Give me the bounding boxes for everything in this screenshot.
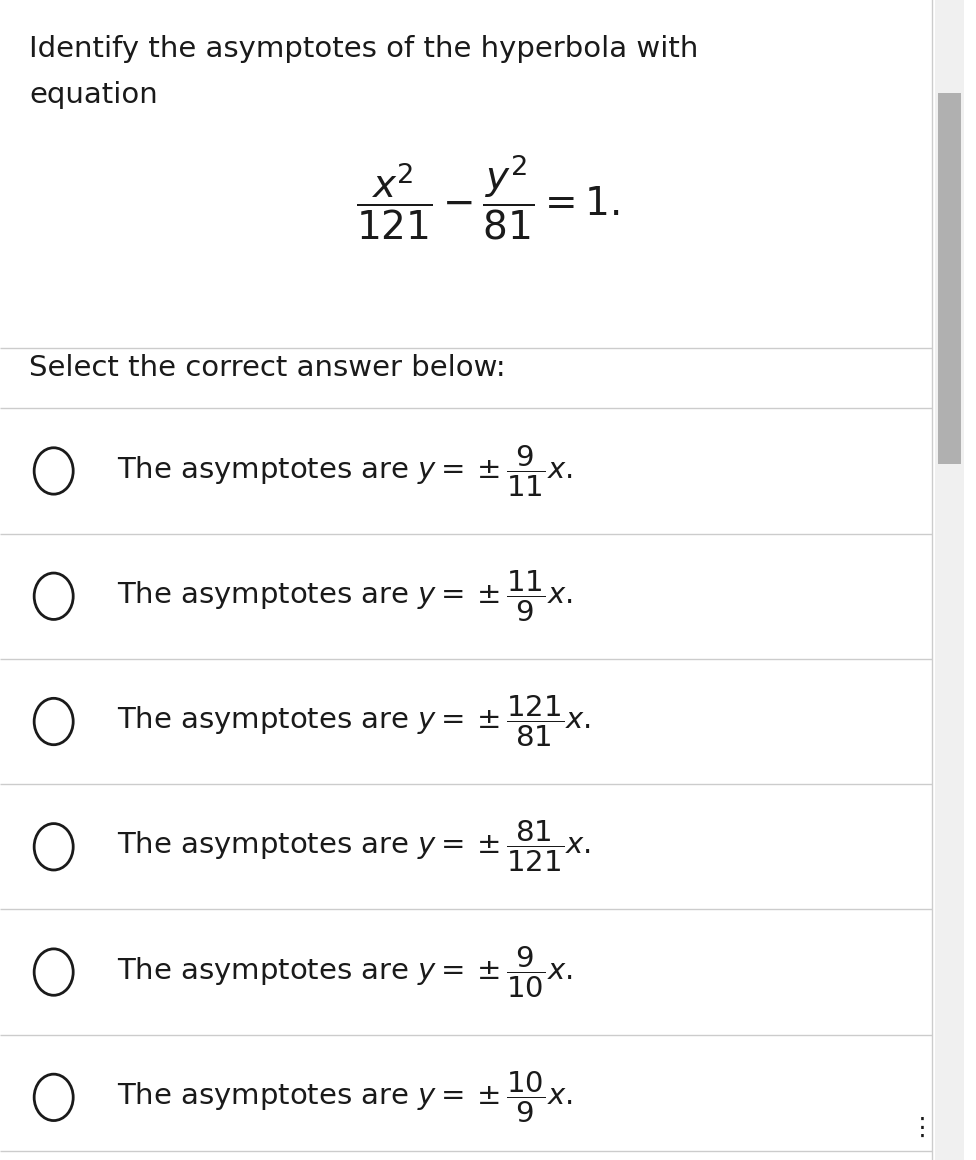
Text: $\dfrac{x^2}{121} - \dfrac{y^2}{81} = 1.$: $\dfrac{x^2}{121} - \dfrac{y^2}{81} = 1.… [356, 152, 620, 242]
Text: The asymptotes are $y = \pm\dfrac{9}{11}x$.: The asymptotes are $y = \pm\dfrac{9}{11}… [117, 443, 573, 499]
Text: The asymptotes are $y = \pm\dfrac{9}{10}x$.: The asymptotes are $y = \pm\dfrac{9}{10}… [117, 944, 573, 1000]
Text: The asymptotes are $y = \pm\dfrac{121}{81}x$.: The asymptotes are $y = \pm\dfrac{121}{8… [117, 694, 591, 749]
Text: The asymptotes are $y = \pm\dfrac{81}{121}x$.: The asymptotes are $y = \pm\dfrac{81}{12… [117, 819, 591, 875]
Text: Identify the asymptotes of the hyperbola with: Identify the asymptotes of the hyperbola… [29, 35, 699, 63]
Text: equation: equation [29, 81, 158, 109]
Bar [938, 93, 961, 464]
Text: ⋮: ⋮ [910, 1116, 935, 1139]
Text: The asymptotes are $y = \pm\dfrac{10}{9}x$.: The asymptotes are $y = \pm\dfrac{10}{9}… [117, 1070, 573, 1125]
Text: The asymptotes are $y = \pm\dfrac{11}{9}x$.: The asymptotes are $y = \pm\dfrac{11}{9}… [117, 568, 573, 624]
Bar [935, 0, 964, 1160]
Text: Select the correct answer below:: Select the correct answer below: [29, 354, 506, 382]
